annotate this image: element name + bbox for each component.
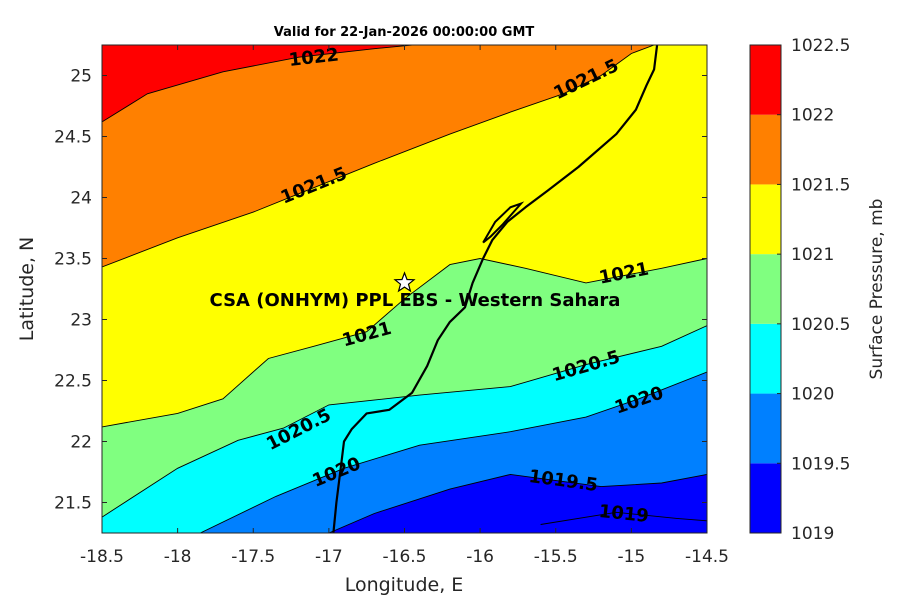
colorbar: 1019 1019.5 1020 1020.5 1021 1021.5 1022 1022.5	[749, 36, 850, 544]
x-tick-label: -18.5	[80, 547, 124, 567]
colorbar-tick-label: 1019	[791, 524, 834, 544]
site-star-marker	[393, 271, 416, 293]
colorbar-segment	[750, 393, 781, 464]
colorbar-segment	[750, 323, 781, 394]
y-tick-label: 23	[70, 311, 92, 331]
isobar-1019	[540, 511, 707, 525]
y-axis-label: Latitude, N	[16, 237, 38, 342]
isobar-lines	[102, 45, 707, 533]
y-tick-label: 25	[70, 67, 92, 87]
site-label: CSA (ONHYM) PPL EBS - Western Sahara	[210, 290, 621, 311]
contour-fills	[102, 45, 707, 533]
colorbar-tick-label: 1020.5	[791, 315, 850, 335]
colorbar-tick-label: 1021	[791, 245, 834, 265]
x-tick-label: -17.5	[231, 547, 275, 567]
colorbar-segment	[750, 114, 781, 185]
x-tick-label: -17	[315, 547, 343, 567]
colorbar-label: Surface Pressure, mb	[867, 199, 887, 380]
x-axis-ticks: -18.5 -18 -17.5 -17 -16.5 -16 -15.5 -15 -14.5	[80, 45, 729, 567]
y-tick-label: 24.5	[54, 128, 92, 148]
isobar-1021.5	[102, 45, 655, 268]
x-axis-label: Longitude, E	[345, 574, 464, 596]
x-tick-label: -15	[617, 547, 645, 567]
coastline-layer	[332, 45, 659, 533]
chart-title: Valid for 22-Jan-2026 00:00:00 GMT	[274, 25, 535, 40]
contour-label: 1019	[598, 501, 650, 527]
colorbar-tick-label: 1021.5	[791, 175, 850, 195]
colorbar-segment	[750, 45, 781, 115]
colorbar-tick-label: 1020	[791, 385, 834, 405]
isobar-1020.5	[102, 325, 707, 518]
y-axis-ticks: 21.5 22 22.5 23 23.5 24 24.5 25	[54, 67, 707, 514]
x-tick-label: -16	[466, 547, 494, 567]
colorbar-frame	[749, 44, 782, 534]
y-tick-label: 24	[70, 189, 92, 209]
site-layer: CSA (ONHYM) PPL EBS - Western Sahara	[210, 271, 621, 311]
isobar-1021	[102, 258, 707, 428]
y-tick-label: 22.5	[54, 372, 92, 392]
plot-area: 1022 1021.51021.5102110211020.51020.51020…	[102, 45, 707, 533]
colorbar-segment	[750, 254, 781, 324]
isobar-1019.5	[328, 473, 707, 533]
colorbar-tick-label: 1022	[791, 106, 834, 126]
dakhla-peninsula	[482, 201, 525, 244]
y-tick-label: 22	[70, 433, 92, 453]
colorbar-tick-label: 1019.5	[791, 454, 850, 474]
y-tick-label: 21.5	[54, 494, 92, 514]
colorbar-tick-label: 1022.5	[791, 36, 850, 56]
isobar-1020	[200, 371, 707, 533]
x-tick-label: -15.5	[534, 547, 578, 567]
coastline	[332, 45, 659, 533]
colorbar-segment	[750, 463, 781, 533]
y-tick-label: 23.5	[54, 250, 92, 270]
x-tick-label: -16.5	[383, 547, 427, 567]
x-tick-label: -14.5	[685, 547, 729, 567]
colorbar-segment	[750, 184, 781, 255]
band-1019-1019.5	[102, 474, 707, 533]
x-tick-label: -18	[164, 547, 192, 567]
isobar-1022	[102, 45, 413, 123]
